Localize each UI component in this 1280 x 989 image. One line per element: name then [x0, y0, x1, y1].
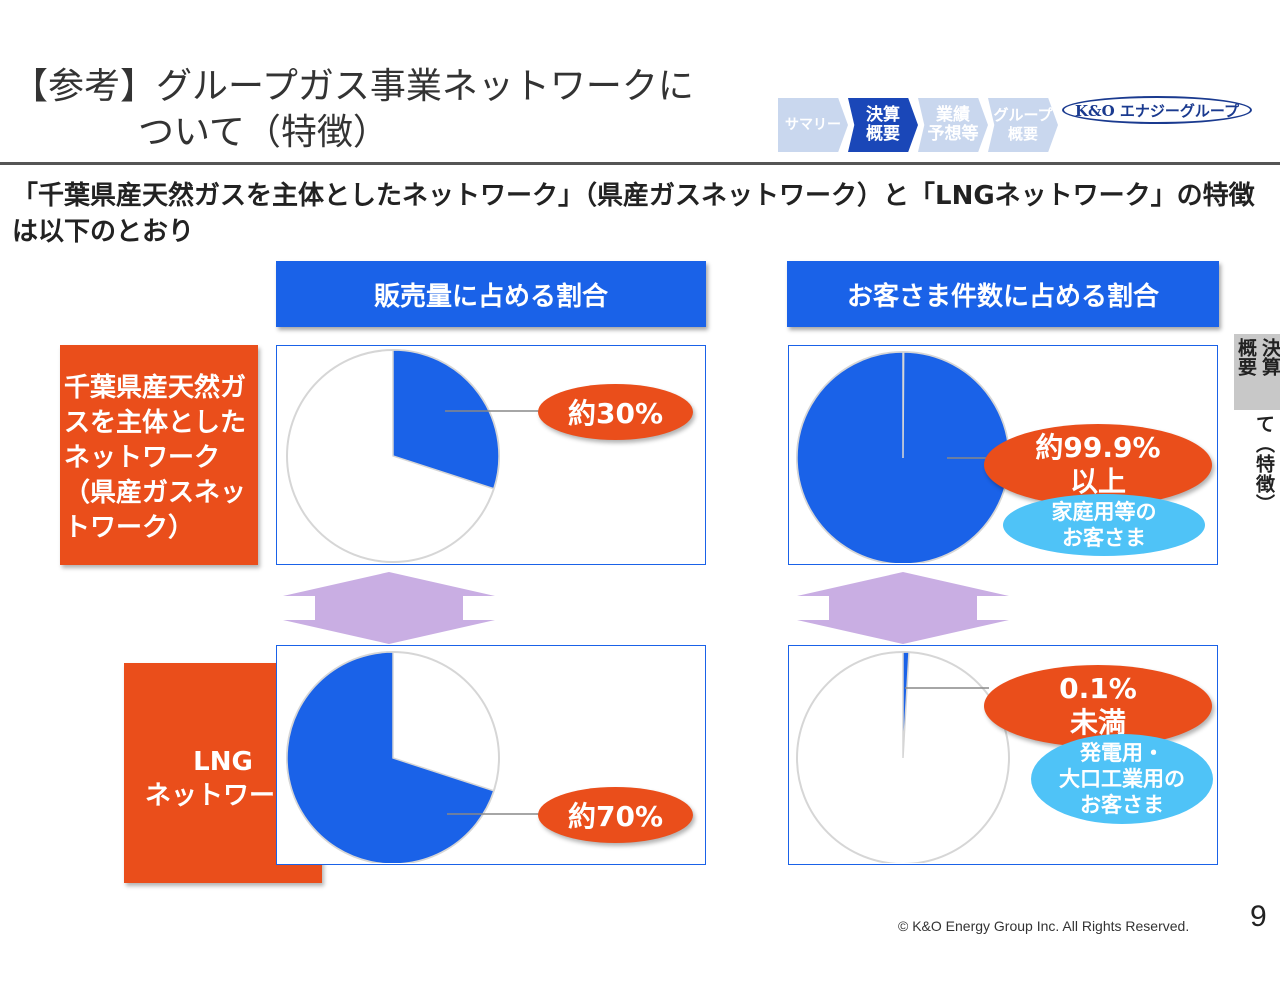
- company-logo-text: K&O エナジーグループ: [1075, 101, 1239, 120]
- callout-customers-domestic: 約99.9% 以上: [984, 424, 1212, 506]
- company-logo: K&O エナジーグループ: [1062, 96, 1252, 124]
- note-customers-domestic-text: 家庭用等の お客さま: [1051, 500, 1157, 550]
- row-label-domestic-gas-text: 千葉県産天然ガスを主体としたネットワーク（県産ガスネットワーク）: [64, 373, 247, 543]
- pie-slice-customers-lng: [902, 651, 910, 759]
- side-tab-section-label: 決算 概要: [1235, 338, 1280, 376]
- nav-summary-label: サマリー: [785, 116, 841, 133]
- callout-volume-domestic-text: 約30%: [567, 397, 664, 430]
- page-title-line1: 【参考】グループガス事業ネットワークに: [12, 66, 694, 107]
- subtitle: 「千葉県産天然ガスを主体としたネットワーク」（県産ガスネットワーク）と「LNGネ…: [12, 181, 1255, 247]
- double-arrow-customers: [797, 572, 1009, 644]
- callout-customers-domestic-text: 約99.9% 以上: [1035, 431, 1161, 498]
- page-title: 【参考】グループガス事業ネットワークに ついて（特徴）: [12, 64, 712, 156]
- page-title-line2: ついて（特徴）: [138, 112, 389, 153]
- pie-chart-volume-domestic: [286, 349, 539, 563]
- nav-summary[interactable]: サマリー: [778, 98, 848, 152]
- nav-forecast[interactable]: 業績 予想等: [918, 98, 988, 152]
- nav-group-label: グループ 概要: [993, 106, 1053, 143]
- double-arrow-volume-shape: [283, 572, 495, 644]
- callout-customers-lng: 0.1% 未満: [984, 665, 1212, 747]
- double-arrow-customers-shape: [797, 572, 1009, 644]
- nav-results-label: 決算 概要: [866, 105, 900, 144]
- pie-chart-volume-lng: [286, 651, 539, 863]
- chart-panel-volume-domestic: [276, 345, 706, 565]
- callout-volume-domestic: 約30%: [538, 384, 693, 440]
- side-tab-section[interactable]: 決算 概要: [1234, 334, 1280, 410]
- pie-slice-volume-lng: [286, 651, 495, 863]
- nav-group[interactable]: グループ 概要: [988, 98, 1058, 152]
- note-customers-lng: 発電用・ 大口工業用の お客さま: [1031, 734, 1213, 824]
- row-label-lng-text: LNG ネットワーク: [144, 747, 301, 811]
- callout-volume-lng: 約70%: [538, 787, 693, 843]
- note-customers-lng-text: 発電用・ 大口工業用の お客さま: [1059, 741, 1185, 817]
- pie-chart-customers-lng: [796, 651, 1010, 863]
- nav-forecast-label: 業績 予想等: [927, 105, 979, 144]
- copyright-notice: © K&O Energy Group Inc. All Rights Reser…: [898, 918, 1190, 934]
- column-header-customers: お客さま件数に占める割合: [787, 261, 1219, 327]
- nav-results[interactable]: 決算 概要: [848, 98, 918, 152]
- callout-volume-lng-text: 約70%: [567, 800, 664, 833]
- double-arrow-volume: [283, 572, 495, 644]
- column-header-volume: 販売量に占める割合: [276, 261, 706, 327]
- page-number: 9: [1250, 900, 1267, 933]
- callout-customers-lng-text: 0.1% 未満: [1059, 672, 1137, 739]
- pie-chart-customers-domestic: [796, 351, 1010, 563]
- pie-slice-customers-domestic: [796, 351, 1010, 563]
- column-header-volume-label: 販売量に占める割合: [373, 281, 608, 312]
- row-label-domestic-gas: 千葉県産天然ガスを主体としたネットワーク（県産ガスネットワーク）: [60, 345, 258, 565]
- column-header-customers-label: お客さま件数に占める割合: [846, 281, 1159, 312]
- note-customers-domestic: 家庭用等の お客さま: [1003, 494, 1205, 556]
- header-divider: [0, 162, 1280, 165]
- pie-slice-volume-domestic: [392, 349, 500, 490]
